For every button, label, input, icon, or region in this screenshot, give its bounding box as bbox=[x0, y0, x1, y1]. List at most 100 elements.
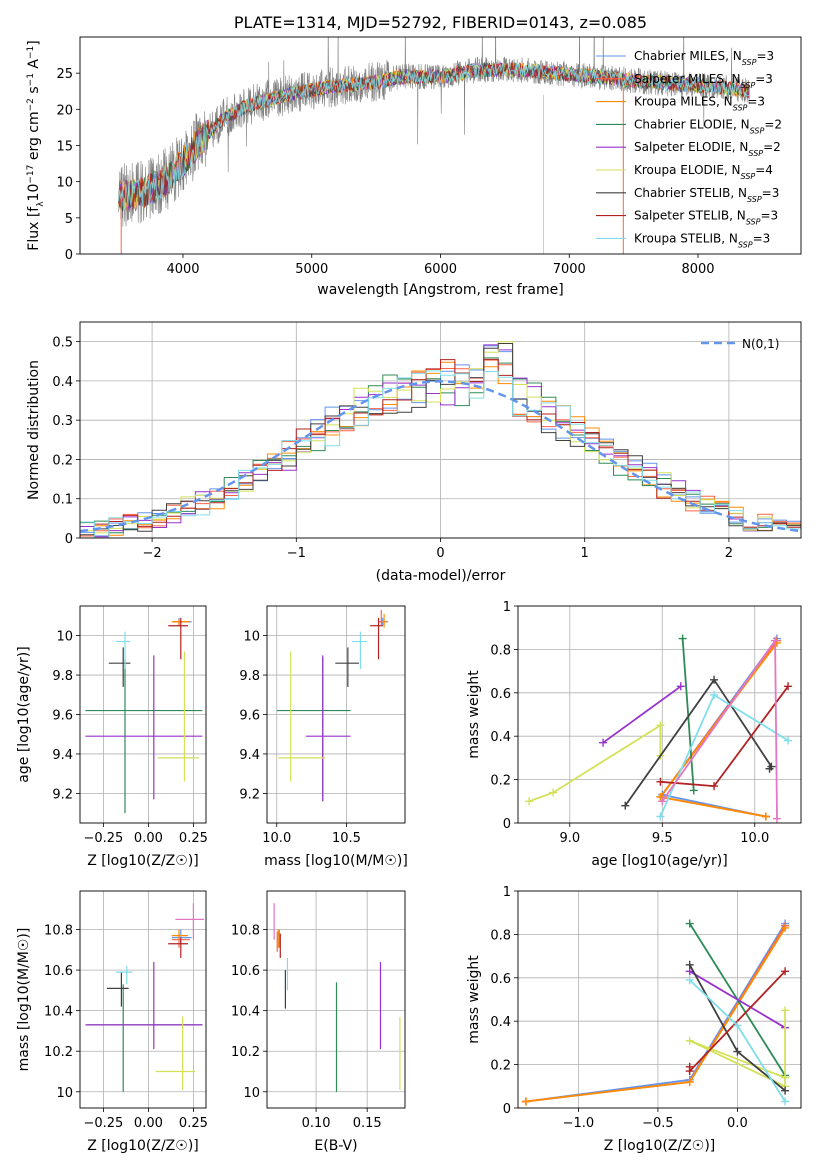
legend-label-1: Salpeter MILES, NSSP=3 bbox=[634, 72, 773, 90]
x-tick-label: −0.5 bbox=[642, 1116, 674, 1131]
y-tick-label: 10.6 bbox=[44, 964, 73, 979]
y-axis-label: mass [log10(M/M☉)] bbox=[16, 928, 32, 1072]
weight-line-6 bbox=[624, 678, 773, 807]
axes-frame bbox=[79, 890, 207, 1109]
weight-marker-9 bbox=[658, 797, 667, 806]
x-tick-label: 0 bbox=[436, 546, 444, 561]
y-tick-label: 15 bbox=[56, 140, 73, 155]
y-tick-label: 10 bbox=[56, 176, 73, 191]
weight-marker-2 bbox=[656, 792, 665, 801]
model-line-8 bbox=[118, 62, 750, 210]
weight-marker-5 bbox=[781, 1073, 790, 1082]
weight-marker-2 bbox=[781, 923, 790, 932]
weight-marker-7 bbox=[784, 682, 793, 691]
x-tick-label: 0.10 bbox=[302, 1116, 331, 1131]
x-axis-label: Z [log10(Z/Z☉)] bbox=[87, 1138, 199, 1154]
weight-marker-6 bbox=[710, 675, 719, 684]
mass-vs-ebv-panel: 0.10 0.15 10 10.2 10.4 10.6 10.8 E(B-V) bbox=[231, 890, 406, 1154]
plot-area bbox=[267, 891, 405, 1108]
weight-line-3 bbox=[681, 638, 695, 791]
x-tick-label: 0.25 bbox=[179, 1116, 208, 1131]
weight-marker-3 bbox=[678, 634, 687, 643]
x-axis-label: Z [log10(Z/Z☉)] bbox=[604, 1138, 716, 1154]
chart-title: PLATE=1314, MJD=52792, FIBERID=0143, z=0… bbox=[234, 13, 647, 32]
histogram-3 bbox=[80, 357, 801, 536]
weight-marker-5 bbox=[656, 721, 665, 730]
y-tick-label: 0.4 bbox=[52, 375, 73, 390]
y-tick-label: 9.8 bbox=[239, 669, 260, 684]
histogram-7 bbox=[80, 358, 801, 538]
weight-marker-8 bbox=[784, 736, 793, 745]
weight-marker-2 bbox=[685, 1077, 694, 1086]
weight-marker-7 bbox=[656, 777, 665, 786]
y-tick-label: 0 bbox=[65, 532, 73, 547]
mass-vs-z-panel: −0.25 0.00 0.25 10 10.2 10.4 10.6 10.8 Z [log10(… bbox=[16, 890, 208, 1154]
weight-vs-z-panel: −1.0 −0.5 0.0 0 0.2 0.4 0.6 0.8 1 Z [log10(Z/Z☉)]… bbox=[466, 885, 802, 1154]
x-tick-label: 7000 bbox=[553, 262, 586, 277]
y-tick-label: 0.4 bbox=[490, 730, 511, 745]
y-axis-label: Flux [fλ10−17 erg cm−2 s−1 A−1] bbox=[26, 40, 46, 250]
weight-marker-9 bbox=[772, 814, 781, 823]
age-vs-mass-panel: 10.0 10.5 9.2 9.4 9.6 9.8 10 mass [log10(M/M☉)] bbox=[239, 605, 408, 869]
y-tick-label: 9.6 bbox=[52, 709, 73, 724]
y-tick-label: 10.2 bbox=[44, 1045, 73, 1060]
y-axis-label: mass weight bbox=[466, 955, 482, 1044]
weight-line-4 bbox=[602, 685, 682, 744]
y-tick-label: 10 bbox=[56, 1086, 73, 1101]
axes-frame bbox=[266, 890, 406, 1109]
y-tick-label: 0.2 bbox=[490, 1059, 511, 1074]
y-tick-label: 5 bbox=[65, 212, 73, 227]
weight-marker-5 bbox=[525, 797, 534, 806]
y-tick-label: 10 bbox=[243, 1086, 260, 1101]
weight-marker-6 bbox=[621, 801, 630, 810]
x-tick-label: 6000 bbox=[424, 262, 457, 277]
y-axis-label: mass weight bbox=[466, 670, 482, 759]
x-axis-label: mass [log10(M/M☉)] bbox=[264, 853, 408, 869]
x-tick-label: 0.15 bbox=[353, 1116, 382, 1131]
x-tick-label: 5000 bbox=[295, 262, 328, 277]
plot-area bbox=[267, 606, 405, 823]
y-tick-label: 10 bbox=[243, 630, 260, 645]
x-tick-label: −1 bbox=[287, 546, 306, 561]
y-axis-label: age [log10(age/yr)] bbox=[16, 646, 32, 782]
x-tick-label: 1 bbox=[581, 546, 589, 561]
weight-marker-6 bbox=[765, 764, 774, 773]
weight-marker-2 bbox=[521, 1097, 530, 1106]
y-tick-label: 0.3 bbox=[52, 414, 73, 429]
x-tick-label: 2 bbox=[725, 546, 733, 561]
weight-marker-5 bbox=[685, 1036, 694, 1045]
legend-label-reference: N(0,1) bbox=[742, 337, 779, 351]
y-tick-label: 0.6 bbox=[490, 972, 511, 987]
legend-label-6: Chabrier STELIB, NSSP=3 bbox=[634, 186, 779, 204]
weight-marker-8 bbox=[685, 975, 694, 984]
x-tick-label: −0.25 bbox=[83, 1116, 123, 1131]
y-tick-label: 10.2 bbox=[231, 1045, 260, 1060]
weight-marker-8 bbox=[710, 690, 719, 699]
x-tick-label: −1.0 bbox=[563, 1116, 595, 1131]
y-tick-label: 10.6 bbox=[231, 964, 260, 979]
legend-label-7: Salpeter STELIB, NSSP=3 bbox=[634, 209, 778, 227]
legend-label-0: Chabrier MILES, NSSP=3 bbox=[634, 49, 774, 67]
axes-frame bbox=[517, 605, 802, 824]
x-axis-label: wavelength [Angstrom, rest frame] bbox=[317, 282, 563, 298]
x-tick-label: 9.0 bbox=[559, 831, 580, 846]
x-axis-label: E(B-V) bbox=[314, 1138, 357, 1154]
weight-marker-3 bbox=[689, 786, 698, 795]
y-tick-label: 10.4 bbox=[231, 1005, 260, 1020]
y-tick-label: 0 bbox=[65, 248, 73, 263]
x-tick-label: 10.5 bbox=[332, 831, 361, 846]
y-tick-label: 9.8 bbox=[52, 669, 73, 684]
weight-vs-age-panel: 9.0 9.5 10.0 0 0.2 0.4 0.6 0.8 1 age [log10(age/y… bbox=[466, 600, 802, 869]
weight-marker-4 bbox=[599, 738, 608, 747]
age-vs-z-panel: −0.25 0.00 0.25 9.2 9.4 9.6 9.8 10 Z [log10(Z/Z☉… bbox=[16, 605, 208, 869]
axes-frame bbox=[79, 36, 802, 255]
x-tick-label: 10.0 bbox=[740, 831, 769, 846]
y-tick-label: 1 bbox=[503, 885, 511, 900]
y-tick-label: 0 bbox=[503, 1102, 511, 1117]
legend-label-8: Kroupa STELIB, NSSP=3 bbox=[634, 231, 770, 249]
x-tick-label: −0.25 bbox=[83, 831, 123, 846]
histogram-4 bbox=[80, 344, 801, 538]
plot-area bbox=[80, 891, 206, 1108]
y-tick-label: 10.8 bbox=[231, 924, 260, 939]
